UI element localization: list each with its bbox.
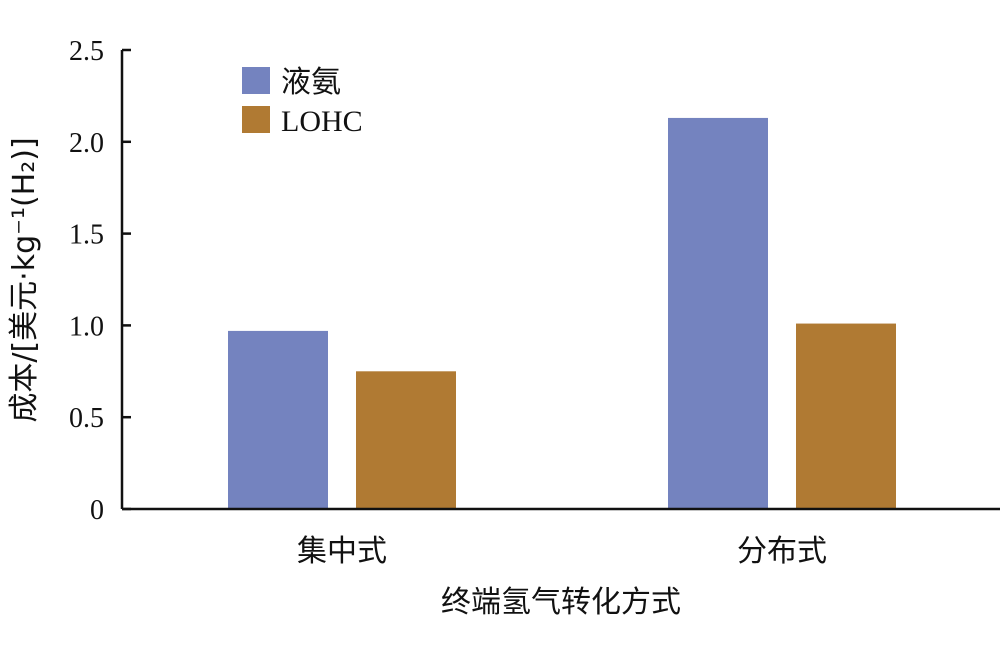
bar-ammonia-centralized — [228, 330, 328, 509]
y-tick-label: 0 — [90, 495, 104, 526]
legend-swatch — [242, 67, 270, 94]
x-axis-title: 终端氢气转化方式 — [441, 585, 681, 620]
legend-label: LOHC — [281, 105, 363, 138]
x-axis: 集中式 分布式 — [122, 507, 1000, 569]
x-tick-label: 集中式 — [297, 534, 387, 569]
y-axis: 0 0.5 1.0 1.5 2.0 2.5 — [69, 36, 131, 526]
bar-lohc-centralized — [356, 371, 456, 509]
bar-lohc-distributed — [796, 323, 896, 509]
y-tick-label: 2.5 — [69, 36, 104, 67]
legend: 液氨 LOHC — [242, 66, 363, 138]
y-ticks: 0 0.5 1.0 1.5 2.0 2.5 — [69, 36, 131, 526]
y-axis-title: 成本/[美元·kg⁻¹(H₂)] — [7, 137, 42, 422]
x-tick-label: 分布式 — [737, 534, 827, 569]
x-tick-labels: 集中式 分布式 — [297, 534, 827, 569]
bars-group — [228, 117, 896, 509]
legend-swatch — [242, 106, 270, 133]
bar-ammonia-distributed — [668, 117, 768, 509]
legend-label: 液氨 — [281, 66, 341, 99]
y-tick-label: 0.5 — [69, 403, 104, 434]
y-tick-label: 1.5 — [69, 220, 104, 251]
y-tick-label: 1.0 — [69, 311, 104, 342]
y-tick-label: 2.0 — [69, 128, 104, 159]
